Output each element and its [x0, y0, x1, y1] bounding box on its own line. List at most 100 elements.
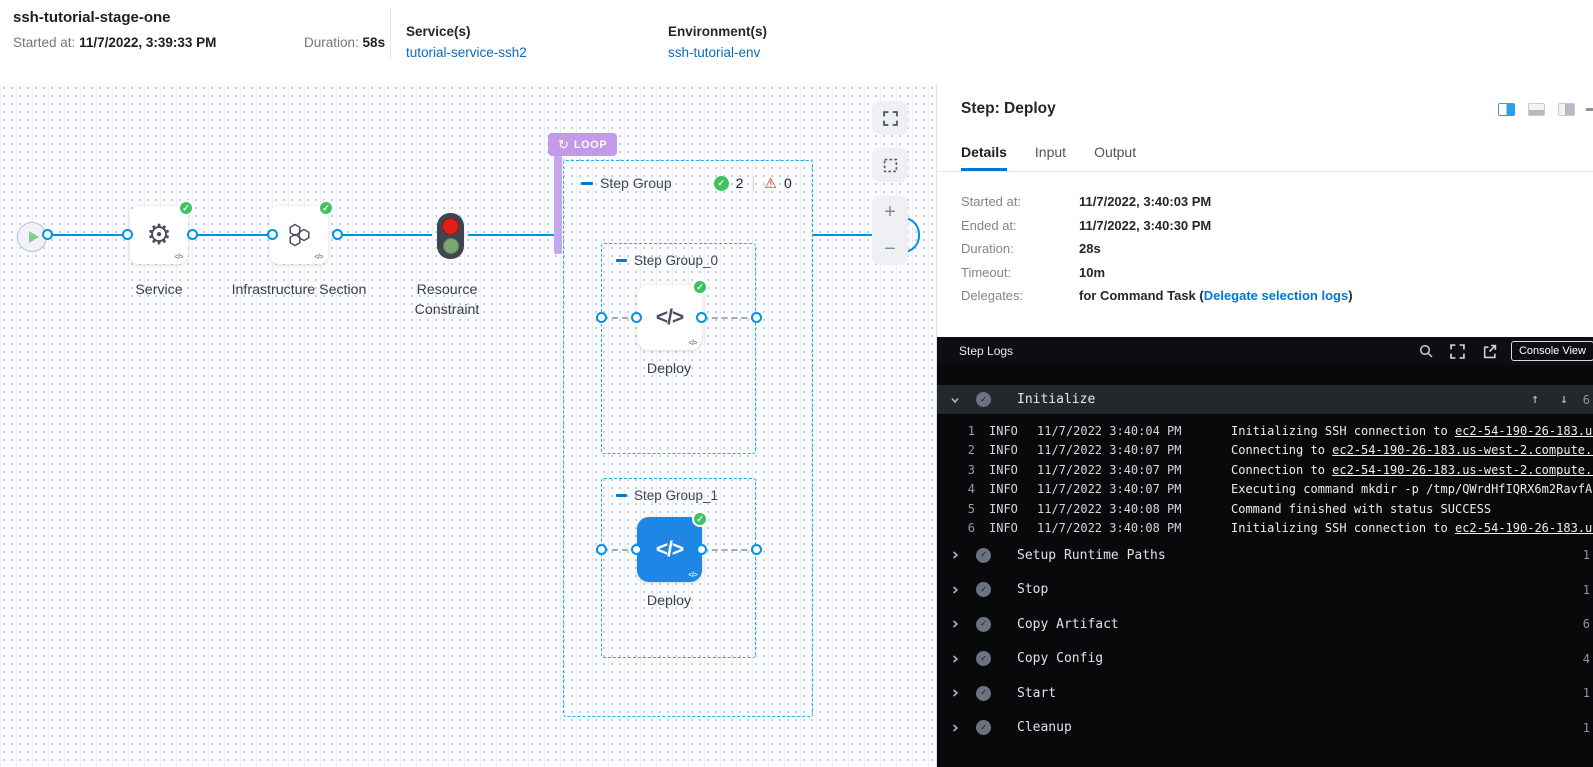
search-icon[interactable] — [1419, 344, 1433, 358]
step-logs-panel: Step Logs Console View — [937, 337, 1593, 767]
success-count: 2 — [735, 175, 744, 191]
chevron-right-icon[interactable] — [950, 688, 960, 698]
log-line: 5 INFO 11/7/2022 3:40:08 PM Command finishe… — [967, 501, 1492, 516]
connector-port — [122, 229, 133, 240]
stage-duration: Duration: 58s — [304, 35, 386, 50]
gear-icon: ⚙ — [146, 219, 172, 250]
log-section-copy-config[interactable]: ✓ Copy Config 4 — [937, 642, 1593, 677]
stage-title: ssh-tutorial-stage-one — [13, 9, 171, 26]
chevron-right-icon[interactable] — [950, 654, 960, 664]
deploy-step-node[interactable]: </> ✓ </> — [637, 279, 708, 350]
log-section-copy-artifact[interactable]: ✓ Copy Artifact 6 — [937, 607, 1593, 642]
open-in-new-icon[interactable] — [1482, 344, 1497, 359]
traffic-light-red-icon — [442, 218, 459, 235]
step-success-icon: ✓ — [976, 616, 991, 632]
log-host-link[interactable]: ec2-54-190-26-183.us — [1454, 521, 1593, 536]
step-success-icon: ✓ — [976, 547, 991, 563]
code-icon: </> — [688, 572, 697, 579]
scroll-up-icon[interactable]: ↑ — [1531, 392, 1539, 407]
connector-line — [813, 234, 888, 236]
connector-port — [751, 312, 762, 323]
chevron-right-icon[interactable] — [950, 550, 960, 560]
step-group-0-header: Step Group_0 — [616, 253, 718, 268]
infrastructure-node-label: Infrastructure Section — [231, 282, 367, 298]
log-line-count: 6 — [1582, 617, 1590, 632]
log-section-initialize[interactable]: ✓ Initialize ↑ ↓ 6 — [937, 385, 1593, 414]
zoom-in-button[interactable]: + — [884, 201, 896, 223]
layout-right-view-icon[interactable] — [1558, 103, 1575, 116]
layout-bottom-view-icon[interactable] — [1528, 103, 1545, 116]
loop-marker-bar — [554, 155, 562, 254]
hexagons-icon — [289, 223, 310, 247]
connector-line — [47, 234, 128, 236]
stage-header: ssh-tutorial-stage-one Started at: 11/7/… — [0, 0, 1593, 84]
expand-logs-icon[interactable] — [1450, 343, 1465, 359]
deploy-node-label: Deploy — [646, 593, 692, 609]
failed-count: 0 — [783, 175, 792, 191]
log-section-start[interactable]: ✓ Start 1 — [937, 676, 1593, 711]
step-success-icon: ✓ — [976, 720, 991, 736]
tab-details[interactable]: Details — [961, 144, 1007, 171]
log-section-cleanup[interactable]: ✓ Cleanup 1 — [937, 711, 1593, 746]
dashed-connector — [602, 317, 638, 319]
warning-icon: ⚠ — [764, 175, 777, 191]
tab-output[interactable]: Output — [1094, 144, 1137, 160]
connector-port — [42, 229, 53, 240]
detail-row: Started at: 11/7/2022, 3:40:03 PM — [961, 194, 1212, 209]
collapse-icon[interactable] — [616, 494, 627, 497]
chevron-right-icon[interactable] — [950, 723, 960, 733]
log-section-setup-runtime-paths[interactable]: ✓ Setup Runtime Paths 1 — [937, 538, 1593, 573]
pipeline-canvas[interactable]: ⚙ ✓ </> Service ✓ </> Infrastructure Sec… — [0, 84, 936, 767]
success-badge-icon: ✓ — [318, 200, 334, 216]
log-section-stop[interactable]: ✓ Stop 1 — [937, 573, 1593, 608]
connector-port — [751, 544, 762, 555]
tab-input[interactable]: Input — [1034, 144, 1067, 160]
layout-split-view-icon[interactable] — [1498, 103, 1515, 116]
log-line-count: 1 — [1582, 548, 1590, 563]
loop-badge[interactable]: ↻ LOOP — [548, 133, 618, 156]
dashed-connector — [702, 549, 757, 551]
chevron-right-icon[interactable] — [950, 585, 960, 595]
detail-row: Ended at: 11/7/2022, 3:40:30 PM — [961, 217, 1212, 233]
collapse-icon[interactable] — [581, 181, 593, 185]
log-line-count: 1 — [1582, 720, 1590, 735]
chevron-right-icon[interactable] — [950, 619, 960, 629]
resource-constraint-node[interactable] — [437, 213, 464, 259]
delegate-selection-logs-link[interactable]: Delegate selection logs — [1203, 288, 1349, 303]
code-icon: </> — [174, 254, 183, 261]
scroll-down-icon[interactable]: ↓ — [1559, 392, 1568, 407]
step-group-1-header: Step Group_1 — [616, 488, 718, 503]
connector-port — [696, 544, 707, 555]
logs-toolbar: Step Logs Console View — [937, 337, 1593, 365]
log-host-link[interactable]: ec2-54-190-26-183.us-west-2.compute.a — [1332, 443, 1593, 458]
detail-row-delegates: Delegates: for Command Task (Delegate se… — [961, 288, 1353, 303]
log-host-link[interactable]: ec2-54-190-26-183.us-west-2.compute.a — [1332, 462, 1593, 477]
success-badge-icon: ✓ — [692, 511, 708, 527]
environment-link[interactable]: ssh-tutorial-env — [668, 45, 761, 60]
loop-icon: ↻ — [558, 137, 569, 152]
step-success-icon: ✓ — [976, 685, 991, 701]
step-group-container: Step Group ✓ 2 ⚠ 0 Step Group_0 — [563, 160, 813, 717]
connector-port — [631, 312, 642, 323]
step-details-panel: Step: Deploy Details Input Output Starte… — [936, 84, 1593, 767]
log-host-link[interactable]: ec2-54-190-26-183.us — [1454, 423, 1593, 438]
collapse-icon[interactable] — [616, 259, 627, 262]
chevron-down-icon[interactable] — [950, 395, 960, 405]
minimize-icon[interactable] — [1586, 108, 1593, 111]
code-icon: </> — [655, 537, 684, 561]
zoom-out-button[interactable]: − — [884, 238, 896, 260]
fullscreen-icon — [882, 110, 898, 126]
marquee-select-icon — [883, 158, 897, 172]
selection-mode-button[interactable] — [872, 148, 908, 182]
deploy-step-node-selected[interactable]: </> ✓ </> — [637, 511, 708, 582]
loop-badge-label: LOOP — [573, 138, 608, 151]
panel-title: Step: Deploy — [961, 100, 1056, 117]
fullscreen-canvas-button[interactable] — [872, 101, 908, 135]
step-group-1: Step Group_1 </> ✓ </> Deploy — [596, 478, 762, 658]
header-divider — [390, 8, 391, 60]
infrastructure-node[interactable]: ✓ </> — [270, 200, 334, 264]
service-link[interactable]: tutorial-service-ssh2 — [406, 45, 527, 60]
log-line: 4 INFO 11/7/2022 3:40:07 PM Executing comma… — [967, 482, 1593, 497]
console-view-button[interactable]: Console View — [1510, 341, 1593, 361]
service-node[interactable]: ⚙ ✓ </> — [130, 200, 194, 264]
